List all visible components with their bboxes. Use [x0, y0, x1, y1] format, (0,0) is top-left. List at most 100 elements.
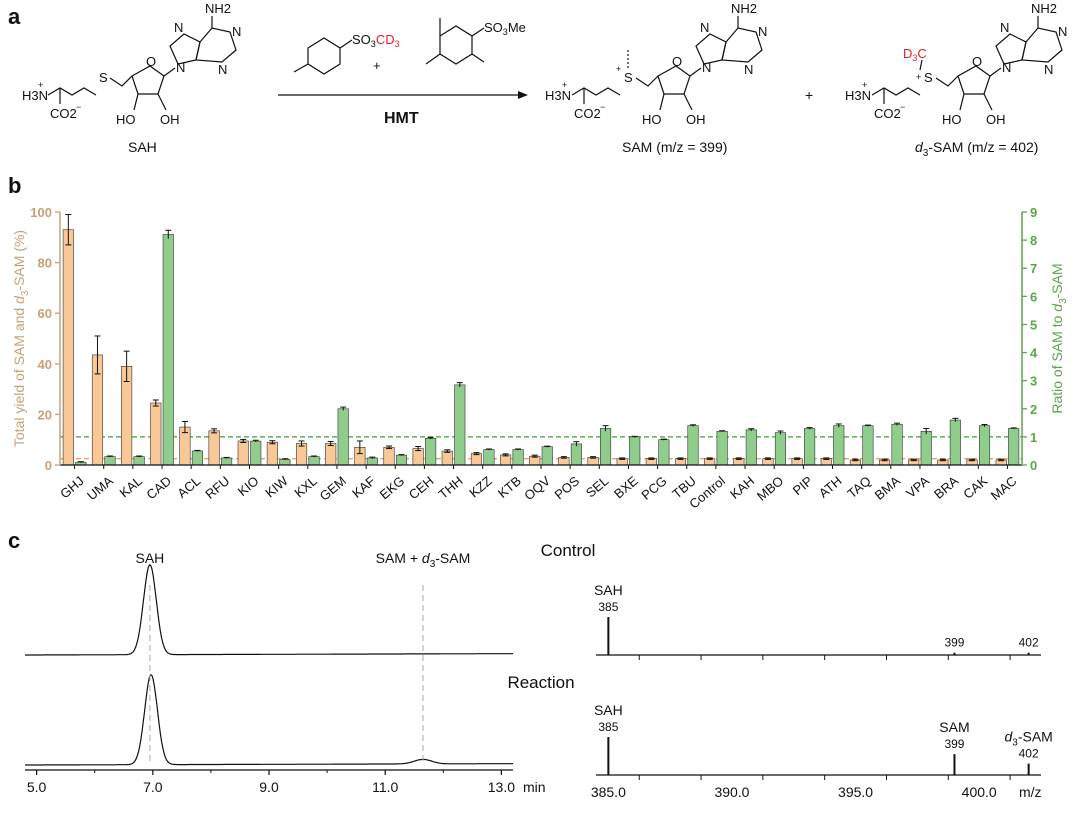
category-label: GEM: [317, 473, 349, 504]
category-label: KIO: [235, 473, 262, 499]
reaction-arrowhead: [518, 91, 528, 99]
lc-x-tick-label: 9.0: [259, 779, 279, 795]
sam-minus-charge: −: [600, 102, 605, 112]
yield-bar: [266, 441, 278, 466]
category-label: KAL: [117, 473, 145, 500]
ms-peak-name-label: SAH: [594, 582, 623, 598]
ratio-bar: [745, 429, 757, 466]
ms-peak-mz-label: 399: [944, 737, 964, 751]
ratio-bar: [191, 450, 203, 466]
sah-n1-label: N: [232, 24, 241, 39]
sam-chain-bonds: [571, 87, 621, 96]
ratio-bar: [104, 456, 116, 466]
yield-bar: [150, 402, 162, 466]
sah-ho-bond: [133, 93, 139, 111]
yield-bar: [441, 450, 453, 466]
tosyl-benzene-ring: [307, 37, 341, 75]
left-y-tick-label: 80: [38, 256, 52, 271]
mesityl-ortho-methyl-2: [471, 53, 485, 63]
reaction-trace-label: Reaction: [507, 673, 574, 692]
ratio-bar: [483, 449, 495, 466]
ms-x-tick-label: 385.0: [591, 784, 626, 800]
category-label: BRA: [931, 473, 961, 502]
category-label: CAD: [143, 473, 174, 502]
right-y-tick-label: 1: [1030, 430, 1037, 445]
d3sam-ribose-ring: [957, 65, 991, 95]
category-label: BMA: [872, 473, 903, 503]
category-label: RFU: [202, 473, 232, 502]
d3sam-imidazole-ring: [995, 33, 1027, 65]
sah-minus-charge: −: [76, 102, 81, 112]
ms-peak-mz-label: 402: [1019, 747, 1039, 761]
ratio-bar: [833, 425, 845, 466]
left-y-axis-title: Total yield of SAM and d3-SAM (%): [11, 230, 31, 447]
tosyl-sulfonyl-bond: [339, 39, 353, 49]
sam-n1-label: N: [758, 24, 767, 39]
right-y-tick-label: 7: [1030, 261, 1037, 276]
right-y-tick-label: 0: [1030, 458, 1037, 473]
category-label: GHJ: [57, 473, 87, 501]
right-y-axis-title: Ratio of SAM to d3-SAM: [1049, 263, 1069, 413]
ms-peak-mz-label: 385: [598, 600, 618, 614]
lc-x-tick-label: 7.0: [143, 779, 163, 795]
sam-oh-bond: [683, 93, 693, 111]
sam-h3n-label: H3N: [545, 88, 571, 103]
ratio-bar: [920, 430, 932, 466]
sah-pyrimidine-ring: [195, 27, 237, 63]
sah-structure: H3N + CO2 − S O HO OH NH2 N N N N: [22, 1, 241, 127]
ratio-bar: [804, 428, 816, 466]
right-y-tick-label: 3: [1030, 374, 1037, 389]
yield-bar: [208, 430, 220, 466]
ratio-bar: [1008, 428, 1020, 466]
category-label: TAQ: [844, 473, 873, 501]
ratio-bar: [629, 436, 641, 466]
yield-bar: [383, 446, 395, 466]
sah-caption: SAH: [128, 139, 157, 155]
yield-bar: [62, 229, 74, 466]
sam-s-label: S: [624, 70, 633, 85]
ratio-bar: [949, 419, 961, 466]
sah-co2-label: CO2: [50, 106, 77, 121]
ratio-bar: [366, 457, 378, 466]
sah-oh-label: OH: [160, 112, 180, 127]
sam-sulfonium-charge: +: [616, 64, 621, 74]
d3sam-oh-label: OH: [986, 112, 1006, 127]
sam-caption: SAM (m/z = 399): [622, 139, 727, 155]
d3sam-s-bonds: [935, 75, 959, 87]
sah-s-bonds: [109, 75, 133, 87]
ratio-bar: [133, 456, 145, 466]
right-y-tick-label: 5: [1030, 317, 1037, 332]
sam-imidazole-ring: [695, 33, 727, 65]
d3sam-co2-label: CO2: [874, 106, 901, 121]
d3sam-plus-charge: +: [862, 80, 867, 90]
left-y-tick-label: 20: [38, 407, 52, 422]
sam-ring-o: O: [672, 54, 682, 69]
category-label: CAK: [960, 473, 990, 502]
category-label: OQV: [521, 473, 553, 503]
right-y-tick-label: 4: [1030, 346, 1038, 361]
d3-sam-structure: H3N + CO2 − S + D3C O HO OH NH2 N N N N: [845, 1, 1067, 127]
sam-co2-label: CO2: [574, 106, 601, 121]
d3-sam-caption: d3-SAM (m/z = 402): [915, 139, 1038, 159]
sah-ribose-ring: [131, 65, 165, 95]
ratio-bar: [891, 423, 903, 466]
sam-n3-label: N: [744, 62, 753, 77]
control-trace-label: Control: [541, 541, 596, 560]
sam-plus-charge: +: [562, 80, 567, 90]
d3sam-pyrimidine-ring: [1021, 27, 1063, 63]
mesityl-so3me-label: SO3Me: [484, 20, 526, 37]
ratio-bar: [221, 457, 233, 466]
ratio-bar: [862, 425, 874, 466]
category-label: THH: [436, 473, 466, 502]
chromatogram-trace-reaction: [25, 673, 514, 766]
arrow-label-hmt: HMT: [384, 110, 419, 127]
d3sam-minus-charge: −: [900, 102, 905, 112]
d3sam-sulfonium-charge: +: [916, 72, 921, 82]
ratio-bar: [512, 449, 524, 466]
ratio-bar: [658, 439, 670, 466]
reagent-plus: +: [373, 58, 381, 73]
sah-n9-label: N: [176, 60, 185, 75]
category-label: BXE: [611, 473, 641, 501]
category-label: KIW: [262, 473, 291, 501]
